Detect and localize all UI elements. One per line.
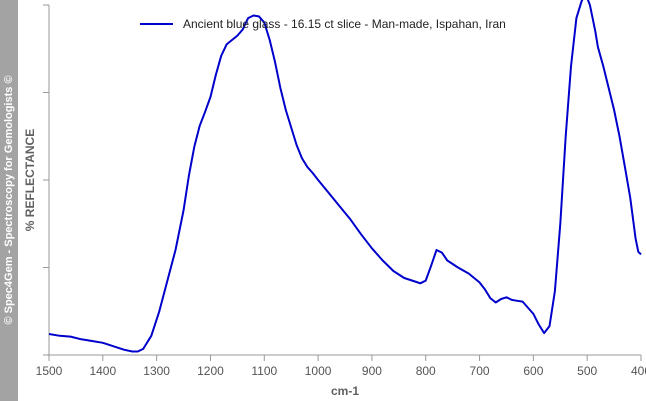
- x-tick-label: 800: [416, 364, 436, 378]
- y-axis-title: % REFLECTANCE: [23, 129, 37, 231]
- x-tick-label: 400: [631, 364, 646, 378]
- x-tick-label: 1400: [89, 364, 116, 378]
- legend-label: Ancient blue glass - 16.15 ct slice - Ma…: [183, 17, 506, 31]
- x-tick-label: 1100: [251, 364, 277, 378]
- x-tick-label: 1000: [305, 364, 332, 378]
- watermark-sidebar: © Spec4Gem - Spectroscopy for Gemologist…: [0, 0, 18, 401]
- x-tick-label: 600: [523, 364, 543, 378]
- x-tick-label: 700: [470, 364, 490, 378]
- x-tick-label: 1300: [143, 364, 170, 378]
- x-axis-title: cm-1: [331, 384, 359, 398]
- spectrum-line: [48, 0, 642, 353]
- legend: Ancient blue glass - 16.15 ct slice - Ma…: [140, 17, 506, 31]
- x-tick-labels: 1500 1400 1300 1200 1100 1000 900 800 700 600 500 4…: [36, 364, 646, 378]
- y-tick-marks: [43, 4, 49, 356]
- x-tick-label: 1500: [36, 364, 63, 378]
- series-layer: [48, 0, 642, 353]
- x-tick-label: 500: [577, 364, 597, 378]
- x-tick-marks: [48, 355, 642, 361]
- x-tick-label: 1200: [197, 364, 224, 378]
- x-tick-label: 900: [362, 364, 382, 378]
